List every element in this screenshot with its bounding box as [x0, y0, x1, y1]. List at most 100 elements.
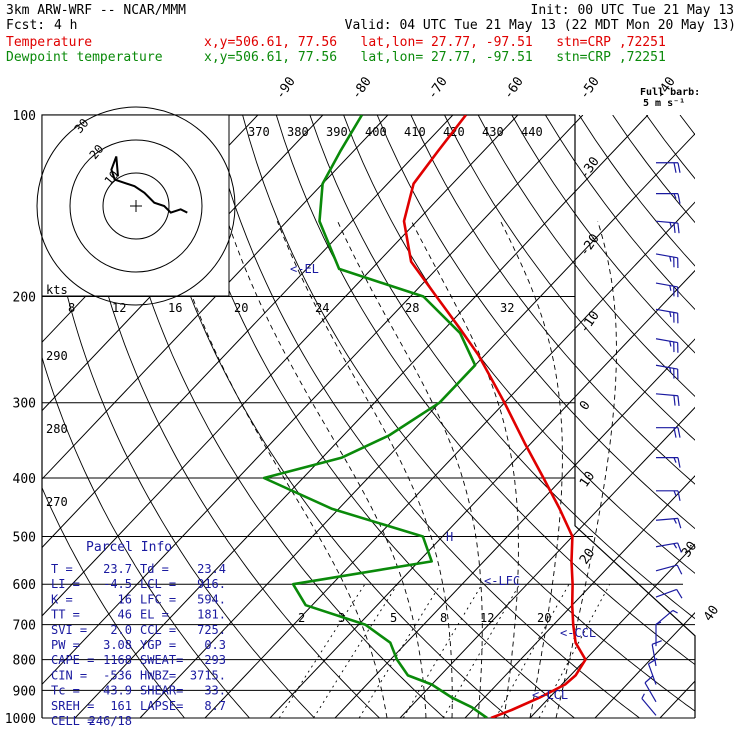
moist-adiabat-lines — [167, 220, 617, 718]
isotherm-label: -30 — [577, 154, 603, 182]
wind-barb-flag — [673, 162, 677, 173]
parcel-row-label: SREH = — [51, 699, 94, 713]
dry-adiabat-line — [42, 128, 315, 718]
valid-time: Valid: 04 UTC Tue 21 May 13 (22 MDT Mon … — [344, 18, 736, 33]
wind-barb-flag — [673, 490, 677, 497]
wind-barb-staff — [641, 698, 657, 716]
theta-label: 440 — [521, 125, 543, 139]
wind-barb-flag — [672, 609, 678, 614]
moist-adiabat-line — [167, 221, 388, 718]
parcel-row-value: 16 — [118, 592, 132, 606]
parcel-row-label: SWEAT= — [140, 653, 183, 667]
temperature-line — [402, 115, 587, 718]
isotherm-label: -50 — [577, 74, 603, 102]
forecast-label: Fcst: — [6, 18, 46, 33]
mixing-ratio-label: 12 — [112, 301, 126, 315]
isotherm-label: 40 — [701, 603, 722, 624]
theta-label: 410 — [404, 125, 426, 139]
wind-barb-flag — [655, 621, 662, 625]
hodograph-ring — [36, 106, 236, 306]
temperature-legend: Temperature — [6, 35, 93, 50]
isotherm-line — [42, 115, 584, 686]
wind-barb-flag — [651, 640, 662, 645]
wind-barb-flag — [677, 490, 681, 501]
pressure-tick-label: 400 — [13, 472, 36, 487]
isotherm-label: -60 — [501, 74, 527, 102]
wind-barb-flag — [673, 457, 677, 463]
wind-barb-flag — [669, 367, 672, 374]
barb-key-line2: 5 m s⁻¹ — [643, 98, 685, 109]
moist-adiabat-line — [555, 221, 617, 718]
annotation-label: <-LCL — [532, 688, 568, 702]
mixing-ratio-label: 20 — [234, 301, 248, 315]
wind-barbs — [641, 162, 683, 716]
mixing-ratio-line — [358, 583, 441, 718]
wind-barb-staff — [655, 564, 678, 572]
theta-side-label: 270 — [46, 495, 68, 509]
sounding-series — [262, 115, 587, 718]
dry-adiabat-line — [410, 115, 695, 485]
hodograph-ring — [102, 172, 170, 240]
parcel-row-value: -536 — [103, 668, 132, 682]
isotherm-line — [139, 133, 695, 718]
parcel-row-value: 161 — [110, 699, 132, 713]
theta-side-label: 280 — [46, 422, 68, 436]
dry-adiabat-lines — [42, 115, 740, 718]
dry-adiabat-line — [208, 115, 640, 718]
parcel-row-value: -4.5 — [103, 577, 132, 591]
parcel-row-value: 916. — [197, 577, 226, 591]
wind-barb-flag — [669, 256, 672, 262]
isotherm-line — [269, 269, 695, 718]
annotation-label: <-CCL — [560, 626, 596, 640]
isotherm-label: 30 — [679, 539, 700, 560]
parcel-row-label: SVI = — [51, 623, 87, 637]
parcel-row-label: LI = — [51, 577, 80, 591]
parcel-row-label: EL = — [140, 608, 169, 622]
isotherm-line — [594, 612, 695, 718]
theta-label: 400 — [365, 125, 387, 139]
wind-barb-flag — [677, 457, 681, 468]
pressure-tick-label: 200 — [13, 291, 36, 306]
wind-barb-flag — [677, 518, 682, 529]
parcel-info-title: Parcel Info — [86, 540, 172, 555]
dry-adiabat-line — [309, 115, 695, 620]
isotherm-line — [42, 115, 519, 617]
wind-barb-flag — [673, 395, 676, 406]
wind-barb-flag — [677, 542, 682, 553]
isotherm-line — [204, 201, 695, 718]
wind-barb-staff — [655, 308, 678, 314]
parcel-row-label: SHEAR= — [140, 684, 183, 698]
dry-adiabat-line — [42, 486, 185, 718]
wind-barb-staff — [651, 644, 657, 667]
isotherm-label: 10 — [577, 469, 598, 490]
hodograph-kts-label: kts — [46, 283, 68, 297]
isotherm-line — [42, 115, 389, 480]
mixing-ratio-label: 24 — [315, 301, 329, 315]
theta-label: 380 — [287, 125, 309, 139]
mixing-ratio-label: 20 — [537, 611, 551, 625]
parcel-row-value: 43.9 — [103, 684, 132, 698]
moist-adiabat-line — [276, 221, 453, 718]
model-title: 3km ARW-WRF -- NCAR/MMM — [6, 3, 187, 18]
dry-adiabat-line — [578, 115, 695, 267]
isotherm-label: -90 — [273, 74, 299, 102]
dry-adiabat-line — [242, 115, 695, 712]
theta-label: 370 — [248, 125, 270, 139]
parcel-row-value: 23.4 — [197, 562, 226, 576]
wind-barb-flag — [669, 222, 673, 228]
wind-barb-flag — [677, 427, 681, 438]
isotherm-label: 20 — [577, 546, 598, 567]
parcel-row-value: 46 — [118, 608, 132, 622]
hodograph-ring — [69, 139, 203, 273]
dry-adiabat-line — [141, 115, 510, 718]
pressure-tick-label: 700 — [13, 619, 36, 634]
parcel-row-value: 293 — [204, 653, 226, 667]
pressure-tick-label: 1000 — [5, 712, 36, 727]
dry-adiabat-line — [714, 115, 740, 718]
pressure-tick-label: 900 — [13, 684, 36, 699]
barb-key-line1: Full barb: — [640, 87, 700, 98]
annotation-label: H — [446, 530, 453, 544]
wind-barb-flag — [673, 427, 677, 438]
parcel-row-value: 23.7 — [103, 562, 132, 576]
